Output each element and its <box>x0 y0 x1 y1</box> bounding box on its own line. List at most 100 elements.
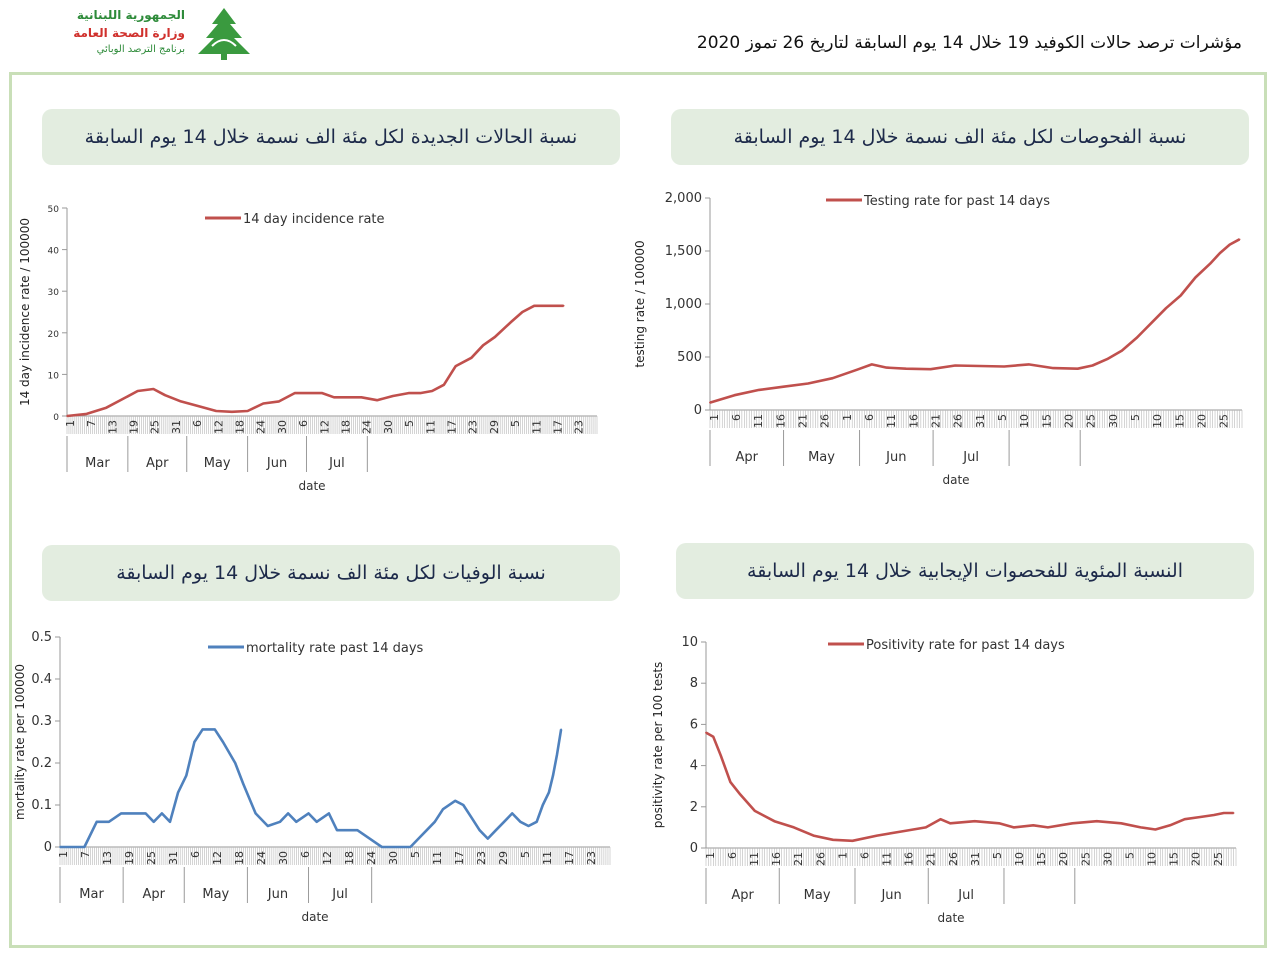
data-point <box>1209 262 1212 265</box>
x-tick-label: 10 <box>1018 414 1031 428</box>
y-tick-label: 0 <box>694 403 702 418</box>
data-point <box>380 846 383 848</box>
x-tick-label: 30 <box>1107 414 1120 428</box>
x-tick-label: 11 <box>530 420 543 434</box>
data-point <box>409 846 412 848</box>
x-tick-label: 13 <box>101 851 114 865</box>
y-tick-label: 1,000 <box>665 297 702 312</box>
data-point <box>327 812 330 815</box>
data-point <box>1047 826 1049 829</box>
x-tick-label: 21 <box>797 414 810 428</box>
legend-label: Testing rate for past 14 days <box>863 194 1050 209</box>
data-point <box>1120 822 1123 825</box>
data-point <box>95 820 98 823</box>
data-point <box>185 774 188 777</box>
data-point <box>541 304 543 307</box>
x-axis-title: date <box>298 479 325 493</box>
data-point <box>83 846 86 848</box>
data-point <box>333 396 335 399</box>
data-point <box>924 826 927 829</box>
data-point <box>807 382 809 385</box>
data-point <box>705 731 707 734</box>
x-tick-label: 29 <box>488 420 501 434</box>
x-tick-label: 6 <box>730 414 743 421</box>
data-point <box>419 392 422 395</box>
data-point <box>556 753 558 756</box>
month-label: Apr <box>736 450 759 465</box>
x-tick-label: 5 <box>1123 852 1136 859</box>
y-tick-label: 2,000 <box>665 191 702 206</box>
x-tick-label: 11 <box>424 420 437 434</box>
data-point <box>1012 826 1015 829</box>
data-point <box>321 392 324 395</box>
y-tick-label: 0 <box>690 841 698 856</box>
data-point <box>521 311 524 313</box>
data-point <box>1154 828 1157 831</box>
data-point <box>978 365 981 367</box>
data-point <box>222 741 224 743</box>
x-tick-label: 30 <box>1101 852 1114 866</box>
data-point <box>939 818 942 821</box>
data-point <box>1003 365 1006 368</box>
x-tick-label: 24 <box>361 420 374 434</box>
y-tick-label: 0.5 <box>31 630 52 645</box>
x-tick-label: 10 <box>1013 852 1026 866</box>
data-point <box>973 820 976 823</box>
y-tick-label: 0.2 <box>31 756 52 771</box>
data-point <box>193 741 196 743</box>
y-tick-label: 0.1 <box>31 798 52 813</box>
positivity-title: النسبة المئوية للفحصوات الإيجابية خلال 1… <box>747 560 1183 582</box>
data-point <box>234 762 237 764</box>
data-point <box>213 728 216 731</box>
month-label: May <box>202 887 229 902</box>
data-point <box>1139 826 1142 829</box>
x-tick-label: 12 <box>318 420 331 434</box>
x-tick-label: 18 <box>233 851 246 865</box>
x-tick-label: 26 <box>947 852 960 866</box>
x-tick-label: 17 <box>453 851 466 865</box>
x-tick-label: 5 <box>991 852 1004 859</box>
x-tick-label: 15 <box>1035 852 1048 866</box>
y-tick-label: 0 <box>44 840 52 855</box>
x-tick-label: 21 <box>925 852 938 866</box>
data-point <box>431 390 434 392</box>
x-tick-label: 30 <box>382 420 395 434</box>
month-label: Jun <box>880 888 901 903</box>
x-tick-label: 17 <box>446 420 459 434</box>
data-point <box>758 388 760 391</box>
x-tick-label: 24 <box>255 420 268 434</box>
y-tick-label: 10 <box>681 635 698 650</box>
data-point <box>195 404 198 407</box>
x-tick-label: 18 <box>234 420 247 434</box>
x-tick-label: 30 <box>387 851 400 865</box>
x-tick-label: 15 <box>1168 852 1181 866</box>
y-axis-title: positivity rate per 100 tests <box>651 662 665 829</box>
y-tick-label: 500 <box>677 350 702 365</box>
data-point <box>773 820 776 823</box>
data-point <box>152 388 155 390</box>
mortality-chart: 00.10.20.30.40.51 7 13 19 25 31 6 12 18 24 30 6 12 18… <box>13 630 611 924</box>
data-point <box>169 820 171 823</box>
x-tick-label: 20 <box>1196 414 1209 428</box>
x-tick-label: 20 <box>1063 414 1076 428</box>
x-tick-label: 30 <box>276 420 289 434</box>
data-point <box>739 793 742 796</box>
x-axis-title: date <box>301 910 328 924</box>
data-point <box>121 398 123 401</box>
data-point <box>433 820 436 823</box>
month-label: Jun <box>267 887 288 902</box>
moph-logo: الجمهورية اللبنانية وزارة الصحة العامة ب… <box>55 4 260 64</box>
x-tick-label: 25 <box>1212 852 1225 866</box>
data-point <box>356 829 359 832</box>
data-point <box>729 781 732 783</box>
x-tick-label: 5 <box>519 851 532 858</box>
x-tick-label: 5 <box>403 420 416 427</box>
month-label: Jul <box>962 450 979 465</box>
x-tick-label: 26 <box>952 414 965 428</box>
data-point <box>107 820 110 823</box>
x-tick-label: 18 <box>343 851 356 865</box>
x-tick-label: 1 <box>57 851 70 858</box>
data-point <box>560 728 563 731</box>
x-tick-label: 7 <box>85 420 98 427</box>
data-point <box>407 392 410 395</box>
